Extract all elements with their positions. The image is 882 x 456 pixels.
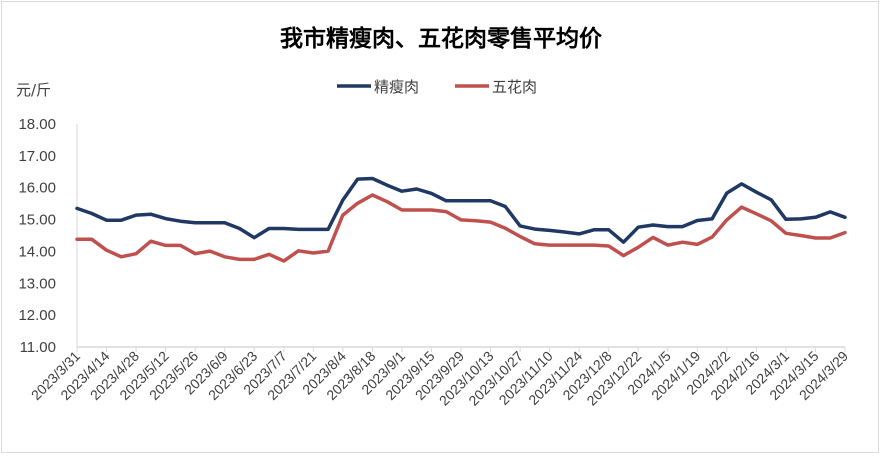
series-lines (75, 176, 847, 263)
legend-label: 精瘦肉 (374, 78, 419, 96)
y-tick-label: 16.00 (18, 180, 56, 197)
y-axis-unit: 元/斤 (16, 81, 51, 99)
legend: 精瘦肉 五花肉 (337, 78, 537, 96)
x-axis: 2023/3/312023/4/142023/4/282023/5/122023… (28, 346, 851, 409)
legend-label: 五花肉 (492, 78, 537, 96)
chart-title: 我市精瘦肉、五花肉零售平均价 (280, 25, 603, 52)
y-tick-label: 14.00 (18, 243, 56, 260)
y-tick-label: 15.00 (18, 212, 56, 229)
y-tick-label: 11.00 (20, 339, 56, 356)
y-tick-label: 12.00 (18, 307, 56, 324)
series-line-pork-belly (75, 193, 847, 263)
y-tick-label: 13.00 (18, 275, 56, 292)
y-tick-label: 17.00 (18, 148, 56, 165)
y-tick-label: 18.00 (18, 116, 56, 133)
y-axis: 11.00 12.00 13.00 14.00 15.00 16.00 17.00 18.00 (18, 116, 78, 356)
series-line-lean-pork (75, 176, 847, 244)
